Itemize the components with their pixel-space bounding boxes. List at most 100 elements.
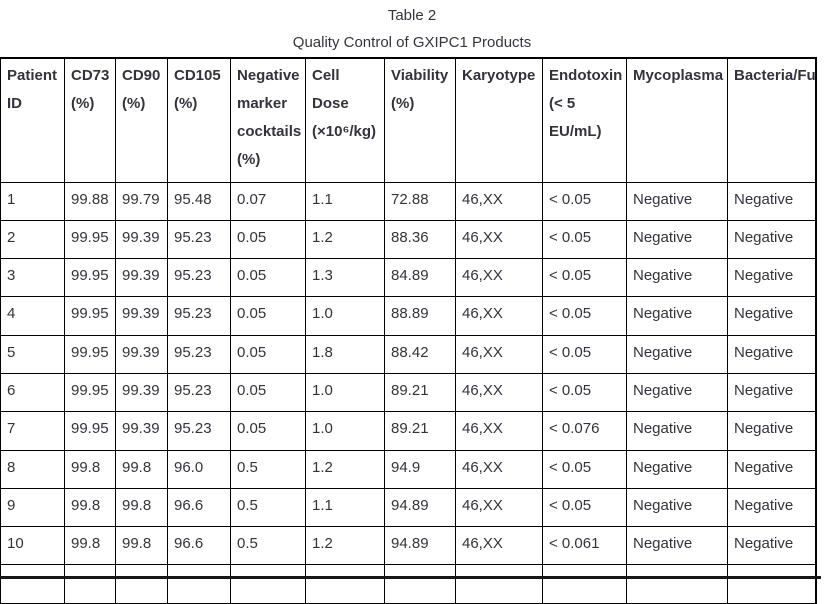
table-cell: < 0.05 <box>542 487 627 528</box>
table-cell: 95.23 <box>167 411 231 451</box>
table-cell <box>64 564 116 604</box>
table-cell: 1.0 <box>305 411 385 451</box>
table-cell: < 0.05 <box>542 334 627 374</box>
table-cell: 96.0 <box>167 449 231 489</box>
table-number-title: Table 2 <box>387 7 437 24</box>
paper-table-page: Table 2 Quality Control of GXIPC1 Produc… <box>0 6 824 604</box>
table-cell: 99.95 <box>64 334 116 374</box>
table-cell <box>115 564 168 604</box>
table-cell: 99.8 <box>115 526 168 566</box>
table-cell <box>230 564 306 604</box>
table-cell: Negative <box>727 449 815 489</box>
table-cell: 99.95 <box>64 411 116 451</box>
table-cell: 0.05 <box>230 219 306 260</box>
table-cell <box>167 564 231 604</box>
table-cell: 89.21 <box>384 411 456 451</box>
table-row: 2 99.95 99.39 95.23 0.05 1.2 88.36 46,XX < 0.05 N… <box>0 219 815 260</box>
table-cell: 0.05 <box>230 258 306 298</box>
table-cell: 1 <box>0 181 65 221</box>
table-cell <box>727 564 815 604</box>
table-row: 7 99.95 99.39 95.23 0.05 1.0 89.21 46,XX < 0.076… <box>0 411 815 451</box>
horizontal-scrollbar-thumb[interactable] <box>0 576 821 579</box>
table-cell: 99.39 <box>115 334 168 374</box>
table-scroll-viewport: Patient ID CD73 (%) CD90 (%) CD105 (%) N… <box>0 57 817 604</box>
table-cell: 9 <box>0 487 65 528</box>
column-header-mycoplasma: Mycoplasma <box>626 57 728 183</box>
table-body: 1 99.88 99.79 95.48 0.07 1.1 72.88 46,XX < 0.05 N… <box>0 181 815 604</box>
table-cell: 0.5 <box>230 526 306 566</box>
table-cell: 2 <box>0 219 65 260</box>
table-cell: 95.48 <box>167 181 231 221</box>
table-cell: 46,XX <box>455 334 543 374</box>
table-cell: Negative <box>727 526 815 566</box>
table-cell: 99.95 <box>64 258 116 298</box>
table-cell: 99.8 <box>64 487 116 528</box>
table-cell: < 0.076 <box>542 411 627 451</box>
table-cell: Negative <box>727 258 815 298</box>
table-cell: Negative <box>626 526 728 566</box>
table-cell: Negative <box>727 372 815 413</box>
table-caption: Quality Control of GXIPC1 Products <box>292 34 532 51</box>
table-cell: 96.6 <box>167 487 231 528</box>
column-header-cd105: CD105 (%) <box>167 57 231 183</box>
table-cell: 0.05 <box>230 296 306 336</box>
table-cell: 1.0 <box>305 296 385 336</box>
column-header-cd90: CD90 (%) <box>115 57 168 183</box>
table-cell: 8 <box>0 449 65 489</box>
table-cell: 99.8 <box>64 526 116 566</box>
table-cell: 46,XX <box>455 258 543 298</box>
table-cell: 99.8 <box>115 449 168 489</box>
table-row: 6 99.95 99.39 95.23 0.05 1.0 89.21 46,XX < 0.05 N… <box>0 372 815 413</box>
table-cell: Negative <box>727 487 815 528</box>
table-cell <box>626 564 728 604</box>
column-header-bacteria-fungi: Bacteria/Fungi <box>727 57 815 183</box>
table-cell: Negative <box>626 219 728 260</box>
table-cell: 94.89 <box>384 526 456 566</box>
table-cell: 46,XX <box>455 219 543 260</box>
table-cell: 1.1 <box>305 487 385 528</box>
table-cell: 99.8 <box>64 449 116 489</box>
table-cell: 1.2 <box>305 219 385 260</box>
table-cell: Negative <box>727 296 815 336</box>
table-cell: Negative <box>626 372 728 413</box>
table-cell: 99.39 <box>115 372 168 413</box>
table-cell: 72.88 <box>384 181 456 221</box>
table-cell <box>455 564 543 604</box>
table-cell: 46,XX <box>455 181 543 221</box>
table-cell: < 0.05 <box>542 181 627 221</box>
table-cell: Negative <box>727 181 815 221</box>
table-cell: < 0.05 <box>542 258 627 298</box>
table-cell: < 0.061 <box>542 526 627 566</box>
table-cell: < 0.05 <box>542 449 627 489</box>
table-cell: 88.89 <box>384 296 456 336</box>
table-cell: Negative <box>727 334 815 374</box>
table-cell: 46,XX <box>455 526 543 566</box>
table-cell: Negative <box>626 296 728 336</box>
table-cell <box>384 564 456 604</box>
table-cell <box>542 564 627 604</box>
table-cell: 84.89 <box>384 258 456 298</box>
table-cell: Negative <box>626 181 728 221</box>
table-cell: 0.5 <box>230 449 306 489</box>
table-cell: < 0.05 <box>542 219 627 260</box>
table-cell: 10 <box>0 526 65 566</box>
column-header-karyotype: Karyotype <box>455 57 543 183</box>
table-cell: 6 <box>0 372 65 413</box>
table-cell: 1.0 <box>305 372 385 413</box>
table-cell: < 0.05 <box>542 296 627 336</box>
table-cell: 1.2 <box>305 526 385 566</box>
table-cell: 46,XX <box>455 487 543 528</box>
table-row: 10 99.8 99.8 96.6 0.5 1.2 94.89 46,XX < 0.061 Neg… <box>0 526 815 566</box>
quality-control-table: Patient ID CD73 (%) CD90 (%) CD105 (%) N… <box>0 57 815 604</box>
table-cell: 95.23 <box>167 296 231 336</box>
table-cell: 88.36 <box>384 219 456 260</box>
table-cell: 7 <box>0 411 65 451</box>
table-cell: 99.95 <box>64 219 116 260</box>
table-cell: 99.95 <box>64 372 116 413</box>
table-cell: 1.2 <box>305 449 385 489</box>
table-cell: 99.88 <box>64 181 116 221</box>
table-cell: 99.39 <box>115 411 168 451</box>
table-row: 3 99.95 99.39 95.23 0.05 1.3 84.89 46,XX < 0.05 N… <box>0 258 815 298</box>
table-cell: 89.21 <box>384 372 456 413</box>
table-cell: 46,XX <box>455 411 543 451</box>
